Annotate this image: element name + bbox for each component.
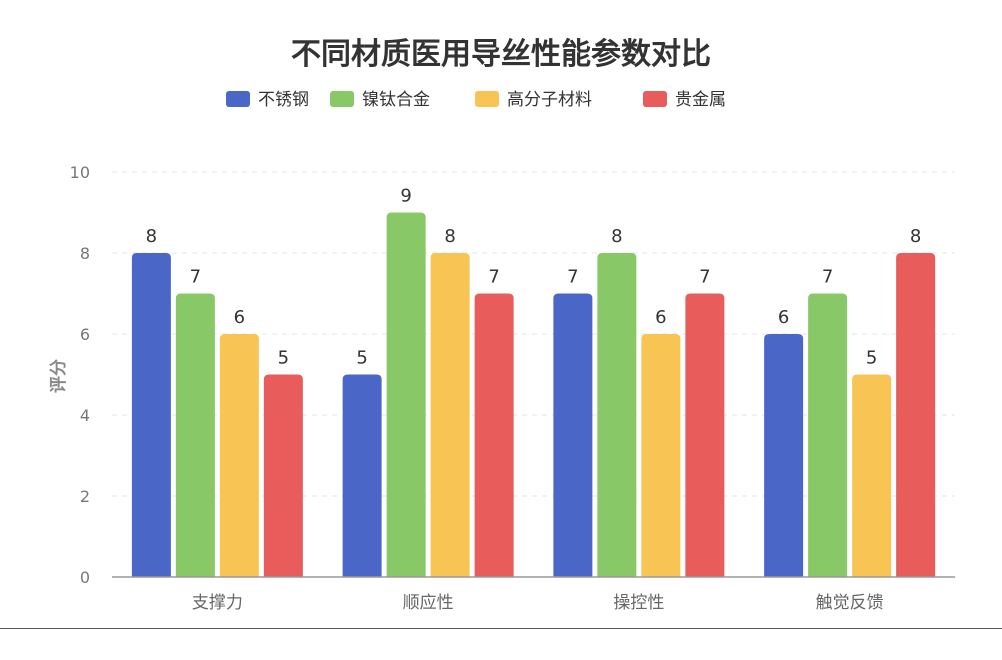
- bar-0-3: [263, 374, 303, 577]
- x-tick-label-3: 触觉反馈: [816, 593, 884, 613]
- bar-2-1: [597, 253, 637, 577]
- data-label-2-1: 8: [611, 226, 622, 247]
- bar-0-2: [219, 334, 259, 577]
- data-label-1-3: 7: [488, 267, 499, 288]
- data-label-0-3: 5: [278, 348, 289, 369]
- bar-3-0: [764, 334, 804, 577]
- bar-0-1: [175, 293, 215, 577]
- data-label-2-3: 7: [699, 267, 710, 288]
- data-label-0-2: 6: [234, 307, 245, 328]
- bar-3-2: [852, 374, 892, 577]
- y-tick-label-4: 8: [80, 244, 90, 263]
- bar-0-0: [131, 253, 171, 577]
- y-tick-label-3: 6: [80, 325, 90, 344]
- x-axis: 支撑力 顺应性 操控性 触觉反馈: [112, 576, 955, 613]
- bottom-divider: [0, 628, 1002, 629]
- legend-label-0: 不锈钢: [258, 90, 309, 110]
- bar-1-1: [386, 212, 426, 577]
- bar-1-2: [430, 253, 470, 577]
- y-tick-label-5: 10: [70, 163, 90, 182]
- data-label-1-2: 8: [444, 226, 455, 247]
- bar-1-0: [342, 374, 382, 577]
- legend-swatch-0: [226, 91, 250, 107]
- data-label-3-1: 7: [822, 267, 833, 288]
- legend-swatch-1: [330, 91, 354, 107]
- bar-3-1: [808, 293, 848, 577]
- data-label-2-0: 7: [567, 267, 578, 288]
- y-tick-label-1: 2: [80, 487, 90, 506]
- y-axis: 0 2 4 6 8 10: [70, 163, 90, 587]
- chart-title: 不同材质医用导丝性能参数对比: [291, 37, 711, 72]
- bar-2-0: [553, 293, 593, 577]
- x-tick-label-1: 顺应性: [403, 593, 454, 613]
- data-label-1-1: 9: [400, 186, 411, 207]
- x-tick-label-2: 操控性: [613, 593, 664, 613]
- x-tick-label-0: 支撑力: [192, 593, 243, 613]
- bar-3-3: [896, 253, 936, 577]
- data-label-3-3: 8: [910, 226, 921, 247]
- bar-2-3: [685, 293, 725, 577]
- legend-label-1: 镍钛合金: [362, 90, 430, 110]
- legend: 不锈钢 镍钛合金 高分子材料 贵金属: [226, 90, 726, 110]
- data-label-0-0: 8: [146, 226, 157, 247]
- bar-2-2: [641, 334, 681, 577]
- legend-label-2: 高分子材料: [507, 90, 592, 110]
- data-label-3-0: 6: [778, 307, 789, 328]
- bars: 8 7 6 5 5 9 8 7 7 8 6 7 6 7 5 8: [131, 186, 936, 577]
- legend-swatch-3: [643, 91, 667, 107]
- y-tick-label-2: 4: [80, 406, 90, 425]
- legend-swatch-2: [475, 91, 499, 107]
- y-axis-title: 评分: [49, 359, 69, 393]
- data-label-0-1: 7: [190, 267, 201, 288]
- data-label-2-2: 6: [655, 307, 666, 328]
- legend-label-3: 贵金属: [675, 90, 726, 110]
- y-tick-label-0: 0: [80, 568, 90, 587]
- data-label-3-2: 5: [866, 348, 877, 369]
- data-label-1-0: 5: [356, 348, 367, 369]
- bar-1-3: [474, 293, 514, 577]
